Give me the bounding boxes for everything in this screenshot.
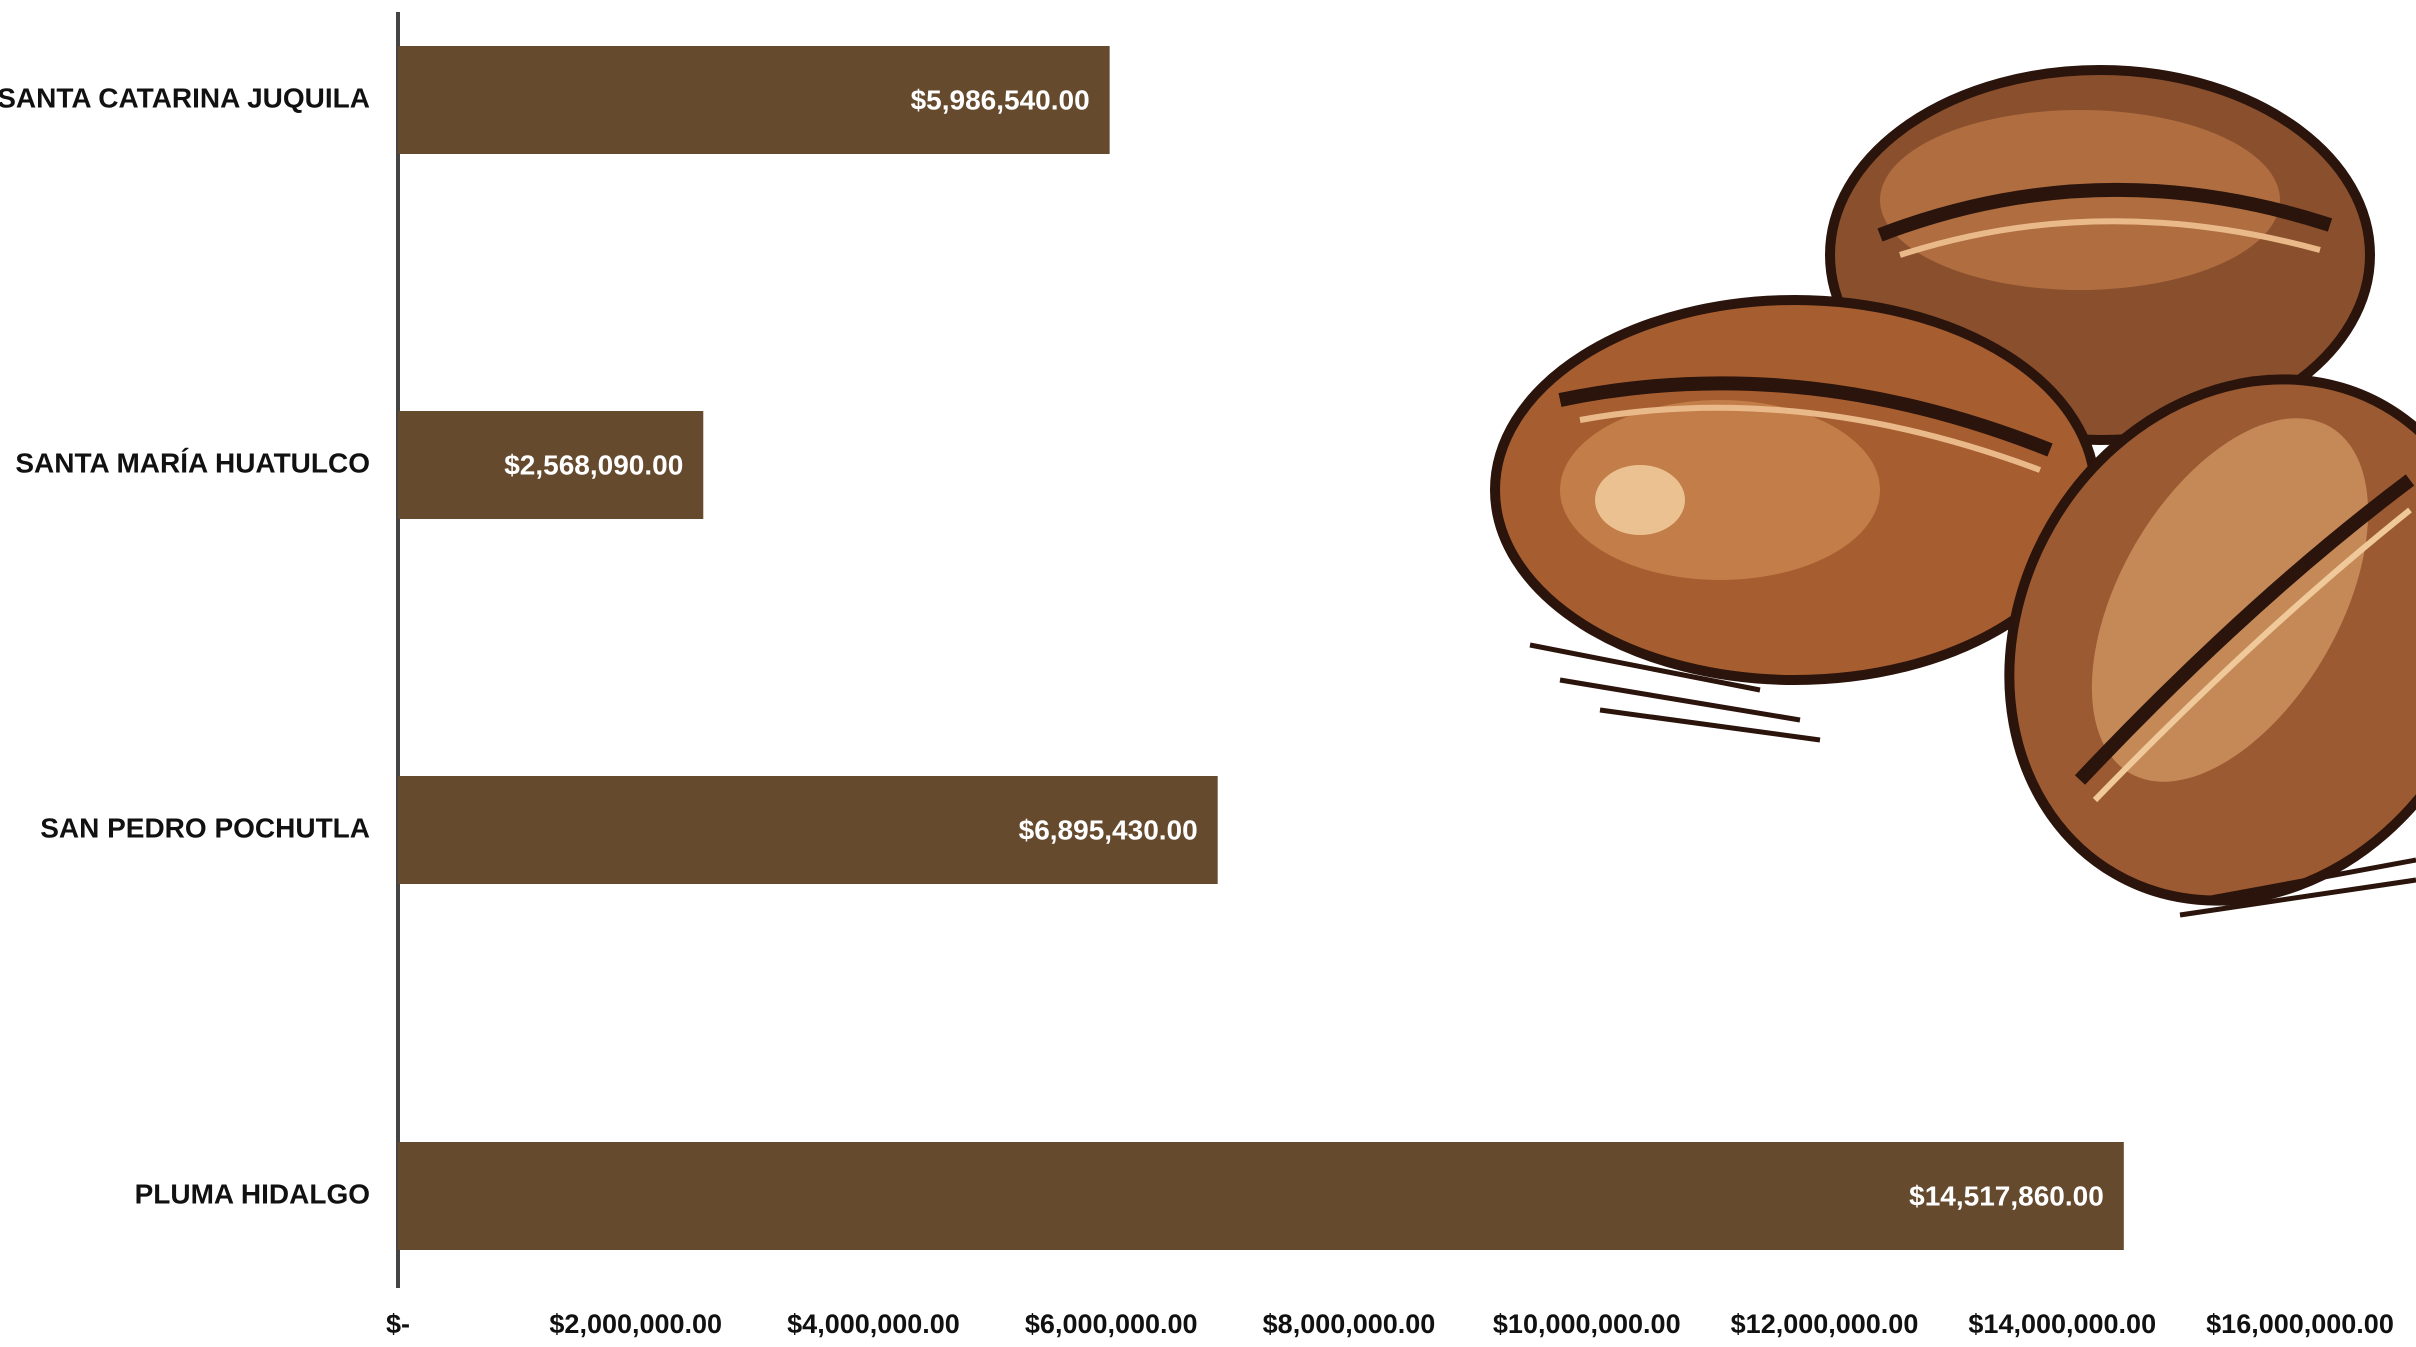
x-tick-label: $2,000,000.00 [549, 1309, 722, 1339]
x-tick-label: $16,000,000.00 [2206, 1309, 2394, 1339]
value-label: $6,895,430.00 [1019, 814, 1198, 845]
coffee-beans-illustration [1495, 70, 2416, 989]
x-tick-label: $4,000,000.00 [787, 1309, 960, 1339]
value-label: $2,568,090.00 [504, 449, 683, 480]
chart: $- $2,000,000.00 $4,000,000.00 $6,000,000.0… [0, 0, 2416, 1347]
x-tick-label: $- [386, 1309, 410, 1339]
category-label: SAN PEDRO POCHUTLA [40, 812, 370, 843]
x-tick-label: $6,000,000.00 [1025, 1309, 1198, 1339]
x-tick-label: $8,000,000.00 [1263, 1309, 1436, 1339]
x-tick-label: $10,000,000.00 [1493, 1309, 1681, 1339]
x-tick-label: $14,000,000.00 [1968, 1309, 2156, 1339]
bar [398, 1142, 2124, 1250]
value-label: $14,517,860.00 [1909, 1180, 2104, 1211]
x-tick-label: $12,000,000.00 [1731, 1309, 1919, 1339]
category-label: SANTA MARÍA HUATULCO [15, 447, 370, 478]
category-label: PLUMA HIDALGO [135, 1178, 370, 1209]
value-label: $5,986,540.00 [911, 84, 1090, 115]
category-label: SANTA CATARINA JUQUILA [0, 82, 370, 113]
